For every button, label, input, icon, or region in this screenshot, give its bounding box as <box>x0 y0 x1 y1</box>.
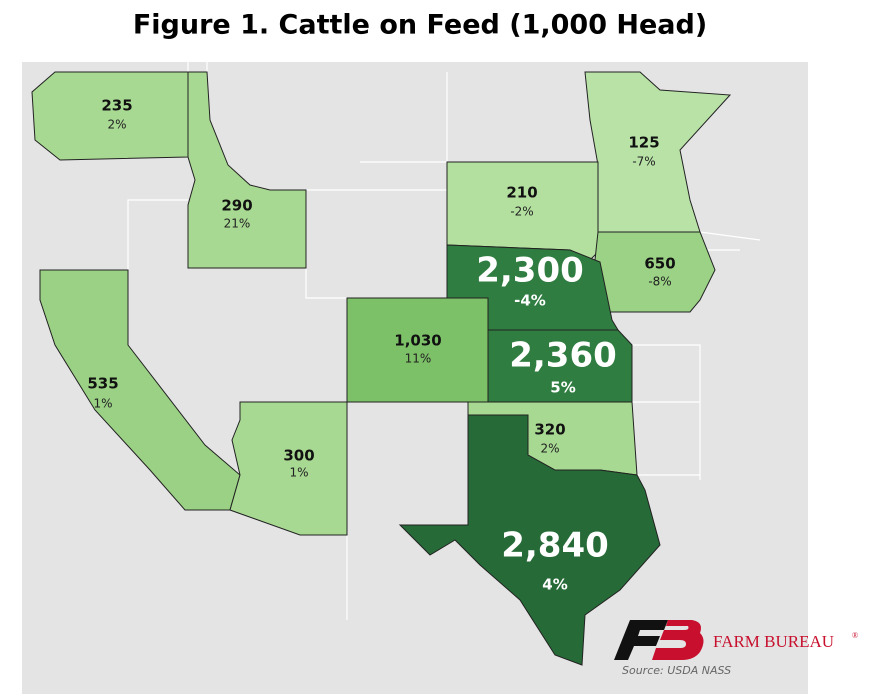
state-change: 4% <box>542 576 567 594</box>
state-change: -2% <box>510 205 533 219</box>
state-change: -7% <box>632 155 655 169</box>
state-change: -8% <box>648 275 671 289</box>
state-change: 21% <box>224 217 251 231</box>
state-change: -4% <box>514 292 546 310</box>
state-value: 125 <box>628 134 659 152</box>
state-value: 300 <box>283 447 314 465</box>
state-value: 650 <box>644 255 675 273</box>
state-value: 2,840 <box>501 526 609 566</box>
state-change: 5% <box>550 379 575 397</box>
title: Figure 1. Cattle on Feed (1,000 Head) <box>133 10 707 41</box>
state <box>584 71 732 233</box>
state <box>229 401 348 536</box>
state-value: 1,030 <box>394 332 441 350</box>
state-change: 11% <box>405 352 432 366</box>
state-value: 235 <box>101 97 132 115</box>
state-value: 2,300 <box>476 251 584 291</box>
logo-icon <box>614 620 668 660</box>
state <box>31 71 189 161</box>
state <box>187 71 307 269</box>
state-change: 2% <box>540 442 559 456</box>
state-value: 290 <box>221 197 252 215</box>
logo-icon-b <box>652 620 704 660</box>
state <box>398 414 661 666</box>
state-value: 535 <box>87 375 118 393</box>
logo: FARM BUREAU ® <box>614 620 858 660</box>
state-value: 2,360 <box>509 336 617 376</box>
logo-text: FARM BUREAU <box>713 632 834 651</box>
state-change: 2% <box>107 118 126 132</box>
source: Source: USDA NASS <box>622 664 731 677</box>
state <box>39 269 241 511</box>
logo-registered: ® <box>852 631 858 640</box>
state-change: 1% <box>93 397 112 411</box>
state-value: 210 <box>506 184 537 202</box>
state-value: 320 <box>534 421 565 439</box>
state-change: 1% <box>289 466 308 480</box>
state <box>346 297 489 403</box>
regions: 235 2% 290 21% 125 -7% 210 -2% 650 -8% 2,300-4% 1,0… <box>31 71 732 666</box>
state <box>487 329 633 403</box>
